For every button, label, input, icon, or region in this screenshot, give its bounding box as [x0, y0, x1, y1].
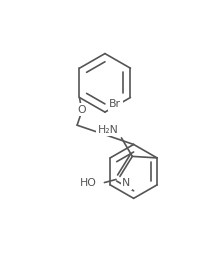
Text: Br: Br — [109, 99, 121, 109]
Text: HO: HO — [79, 178, 96, 187]
Text: H₂N: H₂N — [97, 125, 118, 135]
Text: N: N — [122, 178, 130, 188]
Text: O: O — [77, 105, 86, 115]
